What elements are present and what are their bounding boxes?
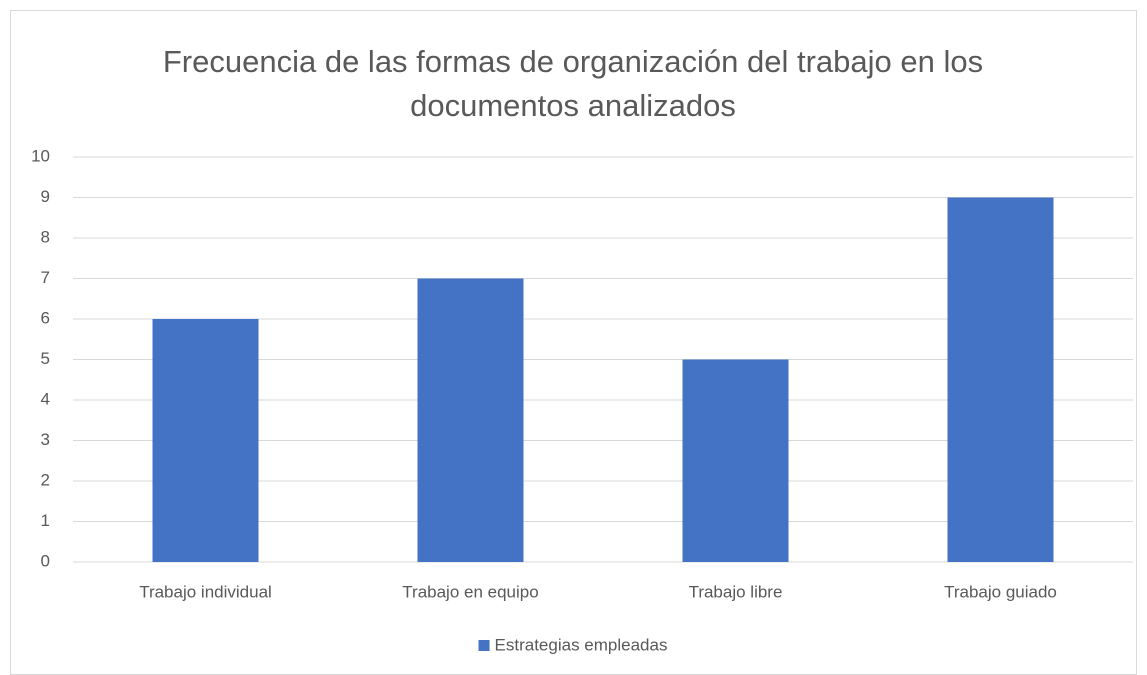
chart-title: Frecuencia de las formas de organización… [162,44,984,123]
y-tick-label: 9 [41,187,50,206]
bar [417,278,524,562]
y-tick-label: 5 [41,349,50,368]
y-tick-label: 4 [41,389,50,408]
y-tick-label: 2 [41,470,50,489]
y-tick-label: 6 [41,308,50,327]
x-tick-label: Trabajo guiado [944,582,1057,601]
x-tick-label: Trabajo en equipo [402,582,538,601]
legend-item: Estrategias empleadas [478,635,668,654]
x-tick-label: Trabajo individual [139,582,272,601]
y-tick-label: 7 [41,268,50,287]
y-tick-label: 0 [41,551,50,570]
bar [947,197,1054,562]
y-tick-label: 8 [41,227,50,246]
legend-label: Estrategias empleadas [495,635,668,654]
y-tick-label: 3 [41,430,50,449]
y-tick-label: 1 [41,511,50,530]
bar [152,319,259,562]
y-tick-label: 10 [31,146,50,165]
x-tick-label: Trabajo libre [689,582,783,601]
bar [682,359,789,562]
legend-swatch [478,640,490,651]
